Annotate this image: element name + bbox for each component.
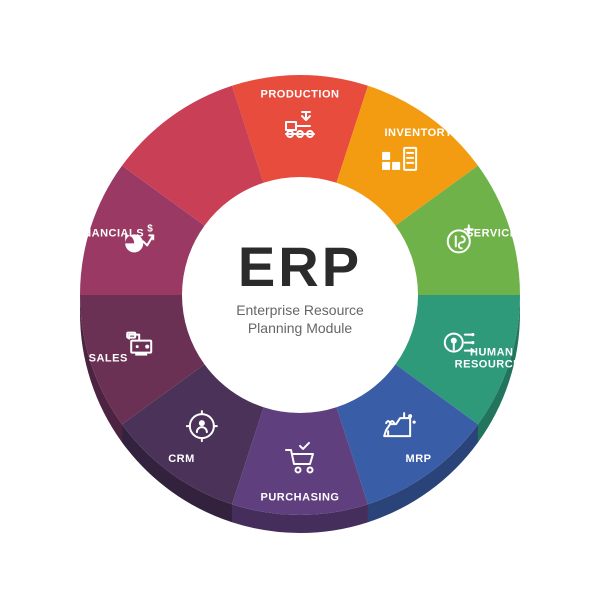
svg-text:RESOURCES: RESOURCES — [455, 358, 529, 370]
label-mrp: MRP — [406, 453, 432, 465]
label-sales: SALES — [89, 352, 128, 364]
label-financials: FINANCIALS — [72, 228, 144, 240]
donut-svg: $ PRODUCTION INVENTORY SERVICE HUMANRESOURC… — [0, 0, 600, 600]
label-human-resources: HUMAN — [470, 346, 513, 358]
erp-donut-stage: $ PRODUCTION INVENTORY SERVICE HUMANRESOURC… — [0, 0, 600, 600]
label-purchasing: PURCHASING — [261, 492, 340, 504]
svg-text:$: $ — [147, 223, 153, 234]
label-production: PRODUCTION — [261, 88, 340, 100]
label-service: SERVICE — [466, 228, 518, 240]
label-inventory: INVENTORY — [384, 127, 452, 139]
label-crm: CRM — [168, 453, 195, 465]
